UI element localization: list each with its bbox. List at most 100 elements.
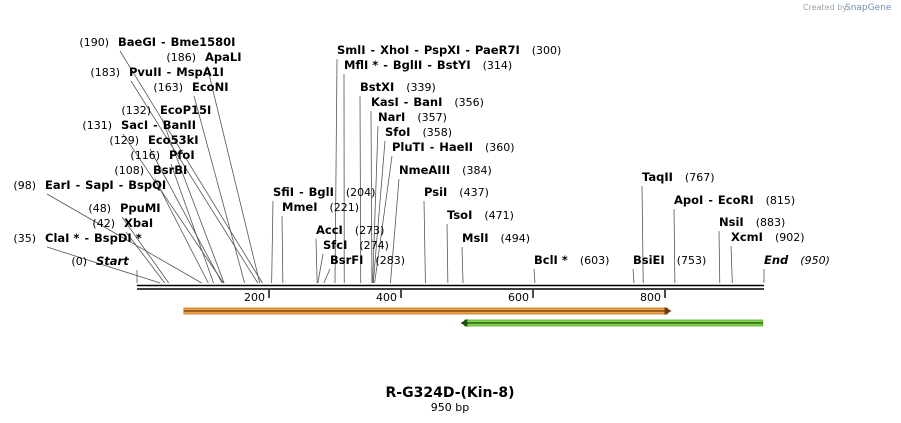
site-leader-line (446, 223, 449, 284)
site-label: PsiI (437) (424, 185, 489, 199)
site-leader-line (359, 95, 362, 284)
site-enzyme-names: BsrBI (153, 163, 187, 177)
site-label: BclI * (603) (534, 253, 609, 267)
site-label: XcmI (902) (731, 230, 805, 244)
site-enzyme-names: XbaI (124, 216, 153, 230)
site-leader-line (154, 178, 209, 284)
site-leader-line (170, 163, 214, 284)
site-enzyme-names: MmeI (221) (282, 200, 359, 214)
site-enzyme-names: SfcI (274) (323, 238, 389, 252)
site-label: SmlI - XhoI - PspXI - PaeR7I (300) (337, 43, 561, 57)
site-label: SfoI (358) (385, 125, 452, 139)
site-enzyme-names: BstXI (339) (360, 80, 436, 94)
site-position: (0) (71, 255, 87, 268)
site-leaders (46, 50, 765, 284)
site-position: (116) (130, 149, 160, 162)
site-leader-line (641, 185, 644, 284)
site-leader-line (730, 245, 733, 284)
ruler-tick-label: 800 (640, 291, 661, 304)
site-leader-line (673, 208, 676, 284)
site-leader-line (461, 246, 464, 284)
site-enzyme-names: NmeAIII (384) (399, 163, 492, 177)
site-position: (131) (82, 119, 112, 132)
site-enzyme-names: MslI (494) (462, 231, 530, 245)
site-enzyme-names: Start (96, 254, 129, 268)
site-enzyme-names: EcoP15I (160, 103, 211, 117)
site-label: ApoI - EcoRI (815) (674, 193, 795, 207)
site-enzyme-names: NarI (357) (378, 110, 447, 124)
ruler-tick-label: 600 (508, 291, 529, 304)
site-position: (35) (13, 232, 36, 245)
site-enzyme-names: SmlI - XhoI - PspXI - PaeR7I (300) (337, 43, 561, 57)
site-position: (42) (92, 217, 115, 230)
site-leader-line (46, 193, 202, 284)
site-label: (186) ApaLI (166, 50, 241, 64)
site-label: NmeAIII (384) (399, 163, 492, 177)
site-leader-line (370, 110, 373, 284)
site-enzyme-names: SfoI (358) (385, 125, 452, 139)
site-enzyme-names: ClaI * - BspDI * (45, 231, 142, 245)
site-labels: (190) BaeGI - Bme1580I (186) ApaLI (183) PvuII -… (13, 35, 829, 268)
site-enzyme-names: TsoI (471) (447, 208, 514, 222)
site-leader-line (374, 155, 393, 284)
site-label: MslI (494) (462, 231, 530, 245)
site-label: NsiI (883) (719, 215, 785, 229)
site-leader-line (372, 140, 386, 284)
site-enzyme-names: MflI * - BglII - BstYI (314) (344, 58, 512, 72)
snapgene-brand: SnapGene (845, 3, 892, 13)
site-label: (129) Eco53kI (109, 133, 198, 147)
site-label: (163) EcoNI (153, 80, 228, 94)
site-label: NarI (357) (378, 110, 447, 124)
site-label: TaqII (767) (642, 170, 715, 184)
site-label: (98) EarI - SapI - BspQI (13, 178, 166, 192)
site-enzyme-names: PfoI (169, 148, 195, 162)
site-label: KasI - BanI (356) (371, 95, 484, 109)
site-label: AccI (273) (316, 223, 384, 237)
map-title: R-G324D-(Kin-8) (386, 385, 515, 401)
site-label: SfcI (274) (323, 238, 389, 252)
site-enzyme-names: BclI * (603) (534, 253, 609, 267)
site-enzyme-names: BaeGI - Bme1580I (118, 35, 235, 49)
site-label: (48) PpuMI (88, 201, 160, 215)
site-enzyme-names: PsiI (437) (424, 185, 489, 199)
site-position: (98) (13, 179, 36, 192)
site-label: (190) BaeGI - Bme1580I (79, 35, 235, 49)
site-leader-line (315, 238, 318, 284)
site-leader-line (533, 268, 536, 284)
site-label: (116) PfoI (130, 148, 194, 162)
site-leader-line (122, 133, 224, 284)
site-leader-line (423, 200, 426, 284)
site-enzyme-names: EcoNI (192, 80, 228, 94)
site-leader-line (372, 125, 379, 284)
site-label: TsoI (471) (447, 208, 514, 222)
site-enzyme-names: BsiEI (753) (633, 253, 706, 267)
site-leader-line (632, 268, 635, 284)
site-leader-line (281, 215, 284, 284)
site-label: MmeI (221) (282, 200, 359, 214)
site-position: (132) (121, 104, 151, 117)
site-enzyme-names: SacI - BanII (121, 118, 196, 132)
site-label: (132) EcoP15I (121, 103, 211, 117)
site-leader-line (161, 118, 225, 284)
site-leader-line (125, 231, 166, 284)
site-leader-line (119, 50, 263, 284)
site-enzyme-names: BsrFI (283) (330, 253, 405, 267)
site-position: (129) (109, 134, 139, 147)
site-enzyme-names: TaqII (767) (642, 170, 715, 184)
site-leader-line (149, 148, 223, 284)
site-position: (190) (79, 36, 109, 49)
site-label: BsrFI (283) (330, 253, 405, 267)
site-enzyme-names: PluTI - HaeII (360) (392, 140, 515, 154)
site-enzyme-names: PvuII - MspA1I (129, 65, 224, 79)
site-enzyme-names: EarI - SapI - BspQI (45, 178, 166, 192)
site-leader-line (317, 253, 324, 284)
ruler-tick-label: 200 (244, 291, 265, 304)
site-leader-line (271, 200, 274, 284)
map-subtitle: 950 bp (431, 401, 469, 414)
site-position: (183) (90, 66, 120, 79)
site-leader-line (46, 246, 161, 284)
ruler-tick-label: 400 (376, 291, 397, 304)
site-label: (108) BsrBI (114, 163, 187, 177)
credit: Created by SnapGene (803, 3, 892, 13)
